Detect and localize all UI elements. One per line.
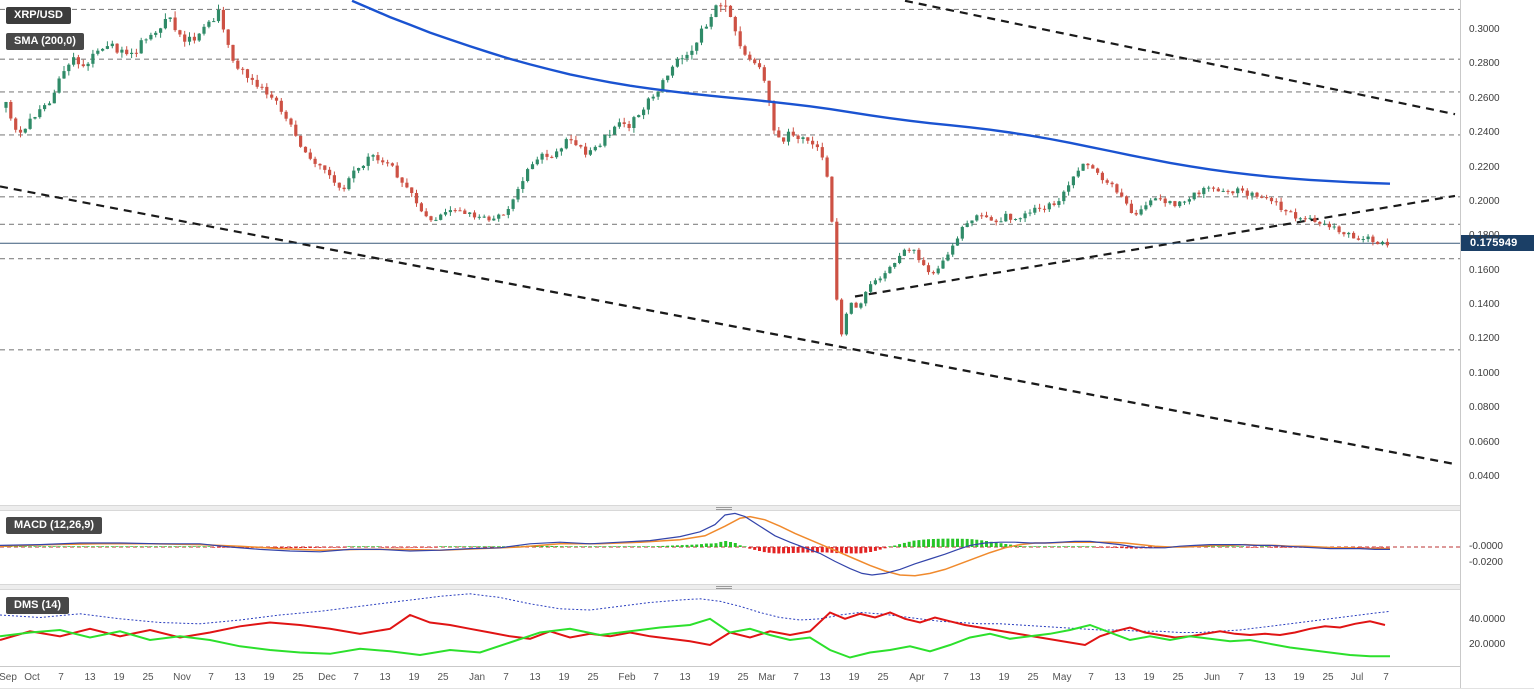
- current-price-label: 0.175949: [1461, 235, 1534, 251]
- time-tick-label: Jan: [468, 672, 486, 683]
- price-tick-label: 0.3000: [1469, 24, 1500, 35]
- time-tick-label: 19: [998, 672, 1010, 683]
- time-tick-label: Apr: [909, 672, 925, 683]
- time-tick-label: 19: [408, 672, 420, 683]
- price-tick-label: 0.1000: [1469, 367, 1500, 379]
- time-tick-label: 13: [819, 672, 831, 683]
- time-tick-label: 19: [113, 672, 125, 683]
- time-tick-label: 13: [84, 672, 96, 683]
- macd-tick-label: -0.0000: [1469, 541, 1503, 552]
- time-tick-label: 19: [848, 672, 860, 683]
- time-tick-label: 7: [793, 672, 799, 683]
- time-tick-label: 13: [1114, 672, 1126, 683]
- price-tick-label: 0.2200: [1469, 161, 1500, 173]
- price-tick-label: 0.1200: [1469, 333, 1500, 345]
- time-tick-label: Oct: [24, 672, 40, 683]
- time-tick-label: 19: [708, 672, 720, 683]
- plot-area: Sep Oct 7 13 19 25 Nov 7 13 19 25 Dec 7 13 19 25 Jan 7 13 1…: [0, 0, 1460, 688]
- price-tick-label: 0.2400: [1469, 127, 1500, 139]
- time-tick-label: 13: [969, 672, 981, 683]
- time-tick-label: Nov: [173, 672, 191, 683]
- macd-tick-label: -0.0200: [1469, 557, 1503, 568]
- time-tick-label: 13: [234, 672, 246, 683]
- time-tick-label: 19: [558, 672, 570, 683]
- time-tick-label: 25: [587, 672, 599, 683]
- panel-resize-handle-icon[interactable]: [716, 507, 732, 511]
- time-tick-label: 7: [653, 672, 659, 683]
- price-tick-label: 0.1600: [1469, 264, 1500, 276]
- price-tick-label: 0.1800: [1469, 230, 1500, 242]
- price-tick-label: 0.0600: [1469, 436, 1500, 448]
- price-axis[interactable]: 0.175949 0.3000 0.2800 0.2600 0.2400 0.2200 0…: [1460, 0, 1534, 688]
- time-tick-label: 25: [1322, 672, 1334, 683]
- time-tick-label: 13: [379, 672, 391, 683]
- time-tick-label: 25: [737, 672, 749, 683]
- time-tick-label: 7: [943, 672, 949, 683]
- time-tick-label: 7: [208, 672, 214, 683]
- time-tick-label: 19: [263, 672, 275, 683]
- macd-chart[interactable]: [0, 511, 1460, 584]
- time-tick-label: 13: [529, 672, 541, 683]
- price-tick-label: 0.0800: [1469, 402, 1500, 414]
- price-tick-label: 0.1400: [1469, 299, 1500, 311]
- dms-tick-label: 40.0000: [1469, 614, 1506, 625]
- time-tick-label: 7: [1383, 672, 1389, 683]
- time-tick-label: 7: [353, 672, 359, 683]
- time-tick-label: 25: [877, 672, 889, 683]
- time-tick-label: 13: [1264, 672, 1276, 683]
- price-tick-label: 0.2800: [1469, 58, 1500, 70]
- macd-indicator-badge[interactable]: MACD (12,26,9): [6, 517, 103, 534]
- time-axis[interactable]: Sep Oct 7 13 19 25 Nov 7 13 19 25 Dec 7 13 19 25 Jan 7 13 1…: [0, 666, 1460, 688]
- time-tick-label: May: [1052, 672, 1072, 683]
- panel-resize-handle-icon[interactable]: [716, 586, 732, 590]
- time-tick-label: 25: [437, 672, 449, 683]
- price-chart[interactable]: [0, 0, 1460, 505]
- time-tick-label: Mar: [758, 672, 776, 683]
- panel-separator: [0, 505, 1460, 511]
- dms-tick-label: 20.0000: [1469, 639, 1506, 650]
- time-tick-label: 25: [1027, 672, 1039, 683]
- price-tick-label: 0.0400: [1469, 471, 1500, 482]
- time-tick-label: 13: [679, 672, 691, 683]
- time-tick-label: 25: [142, 672, 154, 683]
- time-tick-label: 7: [1238, 672, 1244, 683]
- time-tick-label: 25: [1172, 672, 1184, 683]
- time-tick-label: 19: [1293, 672, 1305, 683]
- panel-separator: [0, 584, 1460, 590]
- dms-chart[interactable]: [0, 590, 1460, 666]
- time-tick-label: Dec: [318, 672, 336, 683]
- price-tick-label: 0.2000: [1469, 195, 1500, 207]
- price-tick-label: 0.2600: [1469, 92, 1500, 104]
- time-tick-label: Jul: [1350, 672, 1364, 683]
- time-tick-label: Sep: [0, 672, 17, 683]
- time-tick-label: 19: [1143, 672, 1155, 683]
- time-tick-label: 7: [503, 672, 509, 683]
- time-tick-label: 7: [58, 672, 64, 683]
- time-tick-label: 25: [292, 672, 304, 683]
- time-tick-label: 7: [1088, 672, 1094, 683]
- symbol-badge[interactable]: XRP/USD: [6, 7, 71, 24]
- time-tick-label: Jun: [1203, 672, 1221, 683]
- dms-indicator-badge[interactable]: DMS (14): [6, 597, 70, 614]
- time-tick-label: Feb: [618, 672, 636, 683]
- sma-indicator-badge[interactable]: SMA (200,0): [6, 33, 84, 50]
